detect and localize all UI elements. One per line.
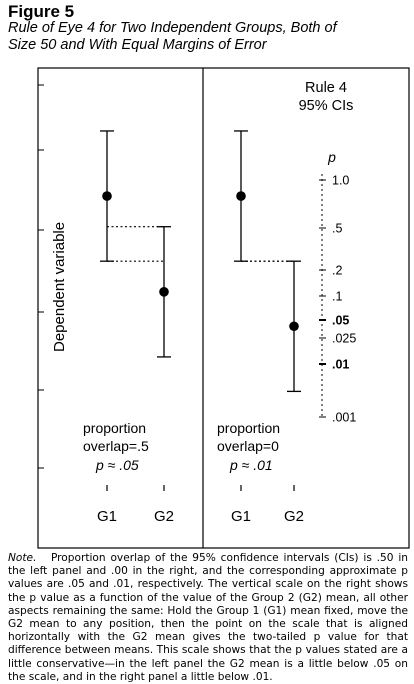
left-x-label-g2: G2 xyxy=(154,508,174,525)
figure-title: Rule of Eye 4 for Two Independent Groups… xyxy=(8,20,408,54)
p-scale-tick-label: .2 xyxy=(332,264,342,278)
figure-frame xyxy=(37,67,410,549)
note-lead: Note. xyxy=(8,552,37,564)
left-mean-point-g1 xyxy=(102,191,112,201)
right-annotation-line-1: proportion xyxy=(217,420,280,436)
right-heading: Rule 4 95% CIs xyxy=(299,80,354,114)
right-annotation: proportion overlap=0 p ≈ .01 xyxy=(217,420,280,473)
note-text: Proportion overlap of the 95% confidence… xyxy=(8,552,409,683)
p-scale-tick-label: 1.0 xyxy=(332,174,349,188)
left-annotation: proportion overlap=.5 p ≈ .05 xyxy=(83,420,149,473)
p-scale-tick-label: .5 xyxy=(332,222,342,236)
figure-label: Figure 5 xyxy=(8,2,75,21)
p-value-scale: p 1.0 .5 .2 .1 .05 .025 .01 .001 xyxy=(319,149,356,425)
figure-title-line-1: Rule of Eye 4 for Two Independent Groups… xyxy=(8,20,337,36)
p-scale-tick-label: .001 xyxy=(332,411,356,425)
right-panel: G1 G2 xyxy=(231,130,304,525)
p-scale-tick-label: .1 xyxy=(332,290,342,304)
left-annotation-line-3: p ≈ .05 xyxy=(95,457,139,473)
left-annotation-line-2: overlap=.5 xyxy=(83,438,149,454)
right-annotation-line-3: p ≈ .01 xyxy=(229,457,273,473)
p-scale-tick-label: .05 xyxy=(332,314,349,328)
right-x-label-g1: G1 xyxy=(231,508,251,525)
p-scale-tick-label: .025 xyxy=(332,332,356,346)
rule-of-eye-figure: Dependent variable G1 G2 G1 G2 proportion … xyxy=(37,67,410,549)
p-scale-label: p xyxy=(327,149,336,165)
figure-note: Note. Proportion overlap of the 95% conf… xyxy=(8,552,408,684)
figure-title-line-2: Size 50 and With Equal Margins of Error xyxy=(8,37,267,53)
right-x-label-g2: G2 xyxy=(284,508,304,525)
p-scale-tick-label: .01 xyxy=(332,358,349,372)
right-annotation-line-2: overlap=0 xyxy=(217,438,279,454)
y-axis-ticks xyxy=(38,84,44,469)
left-annotation-line-1: proportion xyxy=(83,420,146,436)
left-x-label-g1: G1 xyxy=(97,508,117,525)
right-heading-line-1: Rule 4 xyxy=(305,80,347,96)
right-mean-point-g2 xyxy=(289,321,299,332)
left-mean-point-g2 xyxy=(159,287,169,297)
right-mean-point-g1 xyxy=(236,191,246,201)
y-axis-label: Dependent variable xyxy=(51,222,68,352)
left-panel: G1 G2 xyxy=(97,130,174,525)
right-heading-line-2: 95% CIs xyxy=(299,98,354,114)
